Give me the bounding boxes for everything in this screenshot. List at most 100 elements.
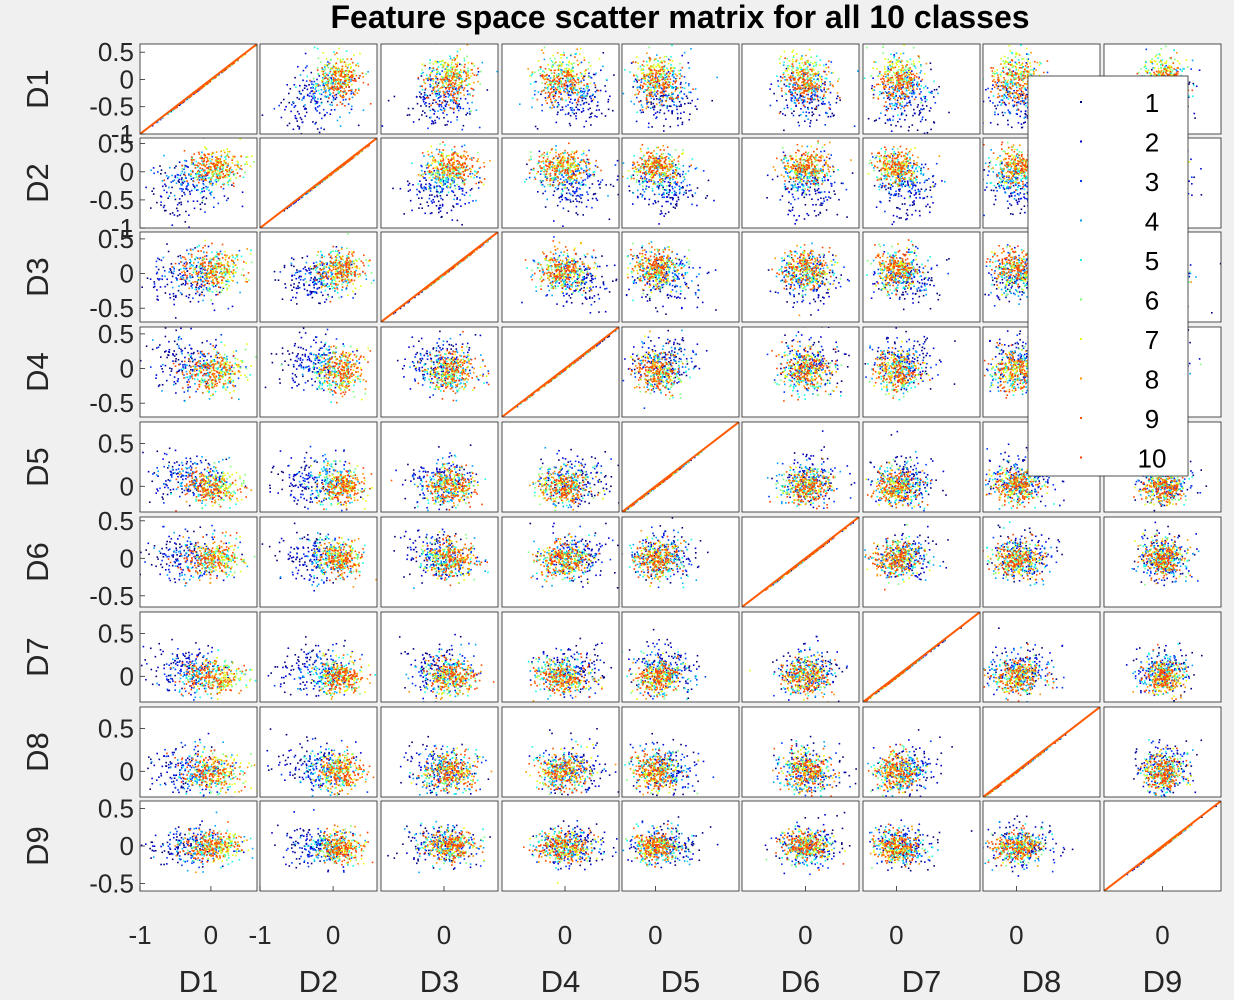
data-point	[872, 67, 874, 69]
data-point	[556, 75, 558, 77]
data-point	[884, 122, 887, 124]
data-point	[996, 123, 999, 126]
data-point	[337, 87, 339, 89]
data-point	[901, 93, 904, 95]
data-point	[671, 74, 674, 77]
data-point	[1166, 67, 1168, 70]
data-point	[450, 94, 452, 97]
data-point	[560, 85, 563, 88]
data-point	[662, 84, 664, 87]
data-point	[552, 95, 555, 98]
data-point	[434, 110, 436, 113]
data-point	[345, 79, 347, 82]
data-point	[537, 91, 540, 93]
data-point	[663, 83, 665, 85]
data-point	[1027, 70, 1030, 72]
data-point	[812, 87, 814, 89]
data-point	[169, 213, 172, 215]
data-point	[573, 87, 575, 89]
data-point	[883, 80, 886, 82]
data-point	[469, 69, 472, 71]
data-point	[211, 184, 214, 186]
data-point	[885, 109, 888, 111]
data-point	[448, 88, 450, 91]
data-point	[1145, 67, 1147, 70]
data-point	[301, 99, 303, 101]
data-point	[303, 87, 306, 89]
data-point	[1007, 63, 1010, 65]
data-point	[1015, 91, 1017, 94]
data-point	[183, 166, 186, 169]
data-point	[288, 92, 290, 95]
data-point	[912, 60, 915, 63]
data-point	[339, 60, 342, 62]
data-point	[928, 110, 931, 112]
data-point	[208, 181, 211, 183]
data-point	[343, 81, 346, 84]
data-point	[883, 85, 885, 88]
data-point	[663, 112, 666, 115]
data-point	[1035, 69, 1037, 71]
data-point	[553, 75, 555, 77]
data-point	[916, 88, 918, 90]
data-point	[323, 114, 326, 117]
data-point	[655, 95, 657, 97]
data-point	[207, 170, 209, 172]
data-point	[300, 133, 303, 134]
data-point	[293, 84, 296, 86]
data-point	[1013, 77, 1015, 79]
data-point	[903, 73, 906, 75]
data-point	[432, 99, 435, 101]
data-point	[156, 201, 158, 204]
data-point	[897, 83, 900, 85]
data-point	[560, 72, 563, 74]
data-point	[432, 83, 434, 85]
data-point	[531, 106, 533, 109]
data-point	[992, 102, 994, 104]
data-point	[424, 82, 426, 85]
data-point	[672, 97, 674, 100]
data-point	[208, 189, 210, 192]
data-point	[876, 67, 878, 70]
data-point	[804, 86, 807, 88]
data-point	[560, 83, 563, 86]
data-point	[908, 68, 911, 71]
data-point	[819, 77, 822, 79]
data-point	[342, 90, 344, 93]
data-point	[465, 71, 467, 73]
data-point	[912, 93, 915, 95]
data-point	[664, 73, 666, 76]
data-point	[299, 74, 302, 76]
data-point	[350, 90, 353, 93]
data-point	[358, 89, 360, 92]
data-point	[455, 69, 458, 71]
data-point	[556, 106, 559, 108]
data-point	[671, 100, 674, 102]
data-point	[896, 64, 898, 66]
data-point	[668, 105, 671, 107]
data-point	[345, 50, 348, 52]
data-point	[199, 87, 202, 90]
data-point	[451, 99, 454, 101]
data-point	[681, 54, 683, 57]
data-point	[810, 119, 812, 122]
data-point	[340, 73, 342, 76]
data-point	[222, 169, 225, 172]
data-point	[420, 96, 422, 99]
data-point	[223, 160, 225, 162]
data-point	[190, 170, 192, 172]
data-point	[691, 99, 693, 102]
data-point	[548, 69, 551, 71]
data-point	[584, 97, 587, 100]
data-point	[546, 77, 549, 80]
data-point	[468, 77, 470, 79]
data-point	[226, 165, 228, 168]
data-point	[828, 107, 831, 109]
data-point	[1022, 90, 1024, 93]
data-point	[899, 77, 902, 79]
data-point	[232, 157, 235, 160]
data-point	[442, 59, 444, 62]
data-point	[930, 128, 932, 131]
data-point	[549, 98, 552, 101]
data-point	[583, 90, 586, 93]
